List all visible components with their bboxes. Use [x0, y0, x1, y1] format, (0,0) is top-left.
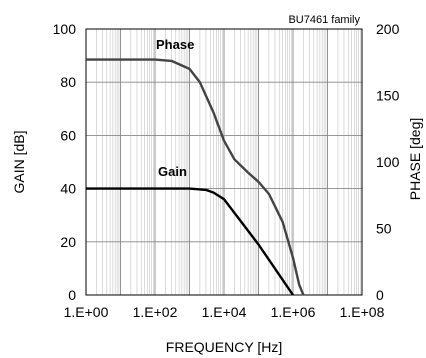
- grid: [85, 28, 362, 296]
- y-right-tick-label: 100: [376, 154, 400, 170]
- series-line-gain: [86, 187, 294, 296]
- y-right-tick-label: 0: [376, 287, 384, 303]
- y-right-tick-label: 150: [376, 88, 400, 104]
- y-left-tick-label: 100: [53, 21, 77, 37]
- x-tick-label: 1.E+00: [64, 304, 109, 320]
- y-left-tick-label: 80: [60, 74, 76, 90]
- x-tick-label: 1.E+08: [340, 304, 385, 320]
- series-label-phase: Phase: [156, 37, 194, 52]
- y-left-tick-label: 60: [60, 127, 76, 143]
- y-left-tick-label: 40: [60, 181, 76, 197]
- series-line-phase: [86, 58, 305, 296]
- y-axis-right-label: PHASE [deg]: [407, 118, 423, 201]
- x-tick-label: 1.E+02: [133, 304, 178, 320]
- x-axis-label: FREQUENCY [Hz]: [166, 339, 282, 355]
- y-axis-left-label: GAIN [dB]: [11, 130, 27, 193]
- series-label-gain: Gain: [158, 164, 187, 179]
- tick-labels: 1.E+00 1.E+02 1.E+04 1.E+06 1.E+080204060801…: [53, 21, 400, 320]
- x-tick-label: 1.E+04: [202, 304, 247, 320]
- y-right-tick-label: 50: [376, 221, 392, 237]
- series-layer: [86, 58, 305, 296]
- x-tick-label: 1.E+06: [271, 304, 316, 320]
- plot-frame: [85, 28, 363, 296]
- y-left-tick-label: 20: [60, 234, 76, 250]
- y-right-tick-label: 200: [376, 21, 400, 37]
- chart-annotation: BU7461 family: [288, 14, 360, 26]
- y-left-tick-label: 0: [68, 287, 76, 303]
